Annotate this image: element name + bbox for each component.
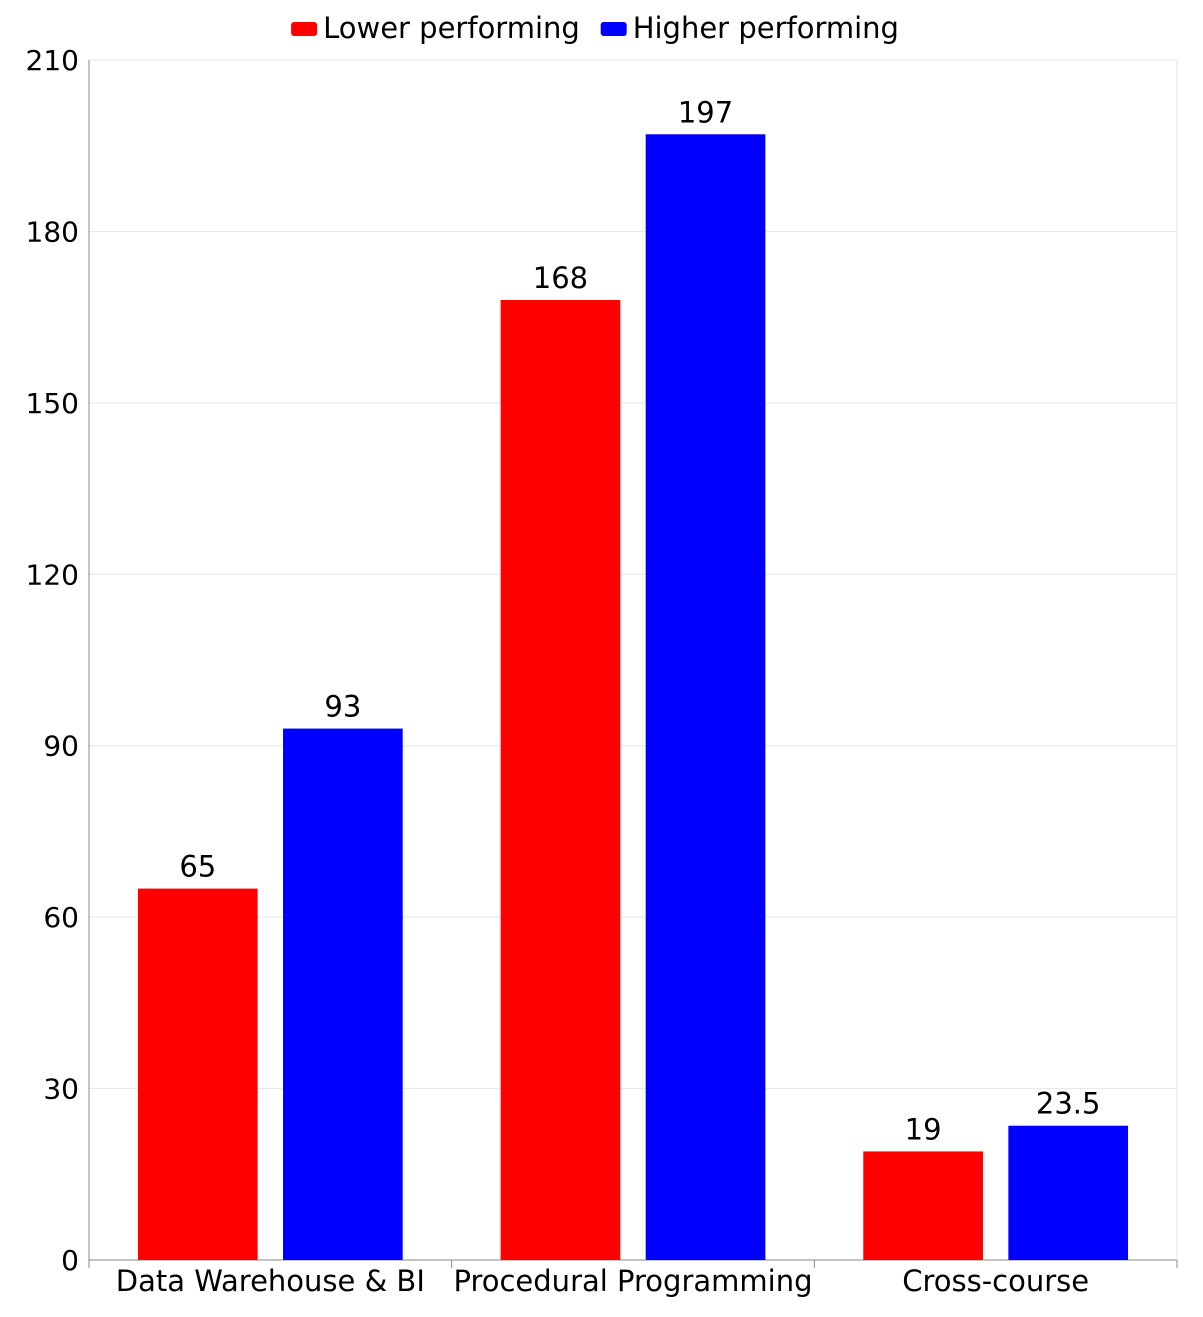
y-tick-label: 30 — [43, 1073, 79, 1106]
bar — [137, 888, 258, 1260]
legend-swatch — [291, 22, 318, 36]
y-tick-label: 210 — [26, 44, 79, 77]
y-tick-label: 120 — [26, 558, 79, 591]
y-tick-label: 150 — [26, 387, 79, 420]
data-label: 197 — [678, 95, 733, 129]
data-label: 168 — [533, 261, 588, 295]
labels-layer: 0 30 60 90 120 150 180 210 Data Warehouse & BI 65… — [26, 44, 1101, 1298]
bars-layer — [137, 134, 1129, 1260]
bar — [283, 728, 403, 1260]
grid-layer — [89, 59, 1177, 1090]
x-tick-label: Cross-course — [902, 1264, 1089, 1298]
x-tick-label: Procedural Programming — [453, 1264, 812, 1298]
data-label: 93 — [324, 690, 361, 724]
bar — [645, 134, 766, 1260]
legend-swatch — [600, 22, 627, 36]
legend-label: Lower performing — [323, 11, 580, 45]
legend-label: Higher performing — [633, 11, 899, 45]
axes-layer — [88, 60, 1178, 1268]
y-tick-label: 90 — [43, 730, 79, 763]
bar — [500, 300, 621, 1260]
data-label: 19 — [905, 1112, 942, 1146]
y-tick-label: 180 — [26, 215, 79, 248]
bar — [863, 1151, 983, 1260]
data-label: 23.5 — [1036, 1087, 1101, 1121]
x-tick-label: Data Warehouse & BI — [116, 1264, 425, 1298]
data-label: 65 — [179, 850, 216, 884]
y-tick-label: 0 — [61, 1244, 79, 1277]
bar — [1008, 1125, 1129, 1260]
legend: Lower performing Higher performing — [291, 11, 899, 45]
y-tick-label: 60 — [43, 901, 79, 934]
